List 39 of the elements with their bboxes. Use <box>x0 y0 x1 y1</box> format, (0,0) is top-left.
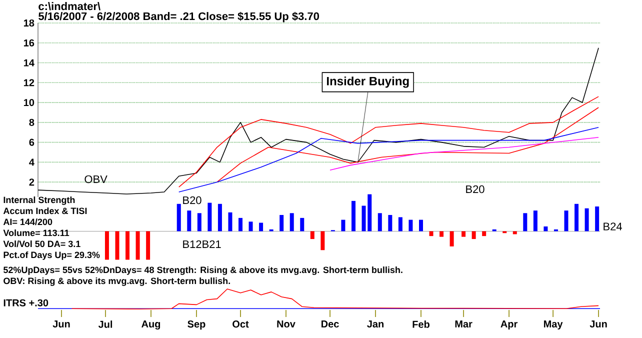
y-axis-title: ITRS +.30 <box>4 299 48 306</box>
x-tick-label: Sep <box>188 320 206 330</box>
annotation: Volume= 113.11 <box>3 229 70 236</box>
x-tick-label: Aug <box>142 320 160 330</box>
y-tick-label: 6 <box>29 138 34 146</box>
y-tick-label: 12 <box>24 79 34 86</box>
annotation: Vol/Vol 50 DA= 3.1 <box>3 240 80 248</box>
x-tick-label: Nov <box>277 320 296 328</box>
annotation: Insider Buying <box>327 76 409 88</box>
annotation: Pct.of Days Up= 29.3% <box>4 251 100 260</box>
y-tick-label: 2 <box>29 178 34 186</box>
y-tick-label: 4 <box>29 158 34 166</box>
annotation: B24 <box>604 222 622 230</box>
y-tick-label: 18 <box>24 19 34 27</box>
y-tick-label: 16 <box>24 39 34 46</box>
annotation: B20 <box>466 185 484 194</box>
annotation: Accum Index & TISI <box>3 207 87 214</box>
annotation: AI= 144/200 <box>3 218 52 226</box>
y-tick-label: 8 <box>29 118 34 126</box>
y-tick-label: 14 <box>24 59 34 66</box>
chart-subtitle: 5/16/2007 - 6/2/2008 Band= .21 Close= $15.55 Up $3.70 <box>38 12 320 22</box>
x-tick-label: Feb <box>412 320 430 328</box>
x-tick-label: May <box>544 320 563 330</box>
x-tick-label: Oct <box>232 320 249 328</box>
x-tick-label: Jul <box>98 320 112 328</box>
annotation: OBV <box>84 175 108 184</box>
annotation: B12B21 <box>183 240 221 248</box>
text: OBV: Rising & above its mvg.avg. Short-term bullish. <box>4 277 230 286</box>
x-tick-label: Jun <box>52 320 70 328</box>
x-tick-label: Mar <box>455 320 472 328</box>
annotation: Internal Strength <box>4 196 75 205</box>
chart-title: c:\indmater\ <box>38 2 100 10</box>
y-tick-label: 10 <box>24 99 34 106</box>
x-tick-label: Jan <box>367 320 384 328</box>
x-tick-label: Apr <box>500 320 518 330</box>
text: 52%UpDays= 55vs 52%DnDays= 48 Strength: Rising & above its mvg.avg. Short-term bullish. <box>3 266 402 275</box>
annotation: B20 <box>183 196 202 204</box>
x-tick-label: Dec <box>322 320 339 328</box>
x-tick-label: Jun <box>590 320 607 328</box>
